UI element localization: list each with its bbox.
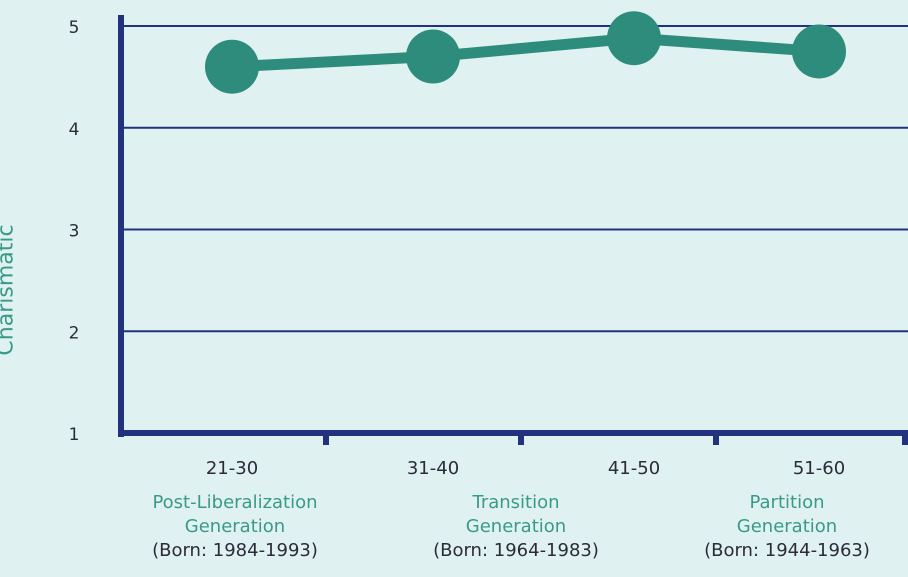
generation-born: (Born: 1944-1963) xyxy=(704,540,870,561)
gridlines xyxy=(121,25,908,333)
generation-name-line2: Generation xyxy=(465,516,567,537)
data-point xyxy=(205,39,259,94)
x-tick-labels: 21-30 31-40 41-50 51-60 xyxy=(206,458,845,479)
generation-name-line2: Generation xyxy=(736,516,838,537)
generation-label-partition: Partition Generation (Born: 1944-1963) xyxy=(667,491,907,563)
generation-name-line2: Generation xyxy=(184,516,286,537)
generation-label-transition: Transition Generation (Born: 1964-1983) xyxy=(396,491,636,563)
data-point xyxy=(607,11,661,66)
generation-label-post-liberalization: Post-Liberalization Generation (Born: 19… xyxy=(115,491,355,563)
x-tick-label: 41-50 xyxy=(608,458,660,479)
y-tick-label: 3 xyxy=(69,222,80,242)
generation-name-line1: Transition xyxy=(472,492,560,513)
generation-born: (Born: 1964-1983) xyxy=(433,540,599,561)
generation-born: (Born: 1984-1993) xyxy=(152,540,318,561)
data-point xyxy=(406,29,460,84)
x-tick-label: 21-30 xyxy=(206,458,258,479)
axes xyxy=(118,15,908,445)
series-line xyxy=(231,32,820,73)
data-series xyxy=(205,11,846,94)
generation-name-line1: Post-Liberalization xyxy=(152,492,318,513)
y-axis-label: Charismatic xyxy=(0,224,19,356)
y-tick-label: 5 xyxy=(69,18,80,38)
data-point xyxy=(792,24,846,79)
y-tick-label: 4 xyxy=(69,120,80,140)
generation-name-line1: Partition xyxy=(749,492,825,513)
y-tick-label: 1 xyxy=(69,425,80,445)
x-tick-label: 51-60 xyxy=(793,458,845,479)
y-tick-label: 2 xyxy=(69,323,80,343)
y-tick-labels: 1 2 3 4 5 xyxy=(69,18,80,445)
x-tick-label: 31-40 xyxy=(407,458,459,479)
